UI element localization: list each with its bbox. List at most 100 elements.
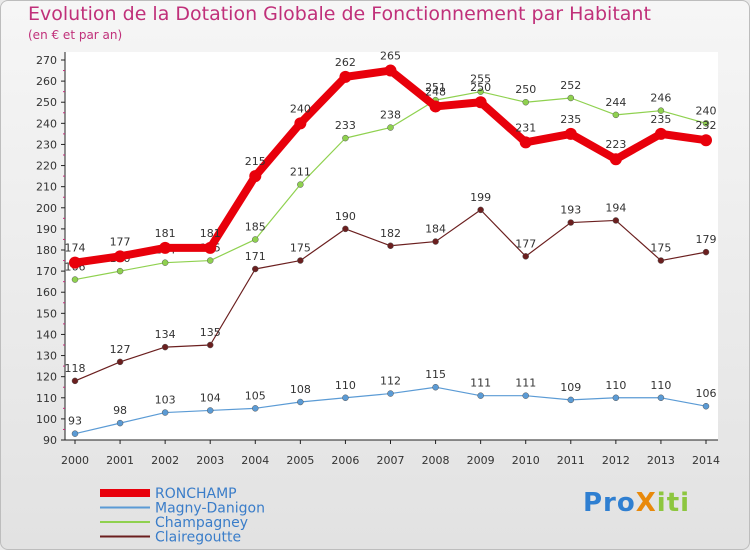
data-point xyxy=(522,253,529,260)
data-point xyxy=(114,250,127,263)
proxiti-logo: ProXiti xyxy=(583,488,691,518)
data-label: 118 xyxy=(65,362,86,375)
data-label: 98 xyxy=(113,404,127,417)
data-point xyxy=(612,394,620,402)
data-point xyxy=(204,241,217,254)
data-point xyxy=(252,236,259,243)
x-tick-label: 2011 xyxy=(557,454,585,467)
x-tick-label: 2009 xyxy=(467,454,495,467)
data-label: 265 xyxy=(380,50,401,63)
data-point xyxy=(161,343,169,351)
x-tick-label: 2014 xyxy=(692,454,720,467)
data-point xyxy=(339,70,352,83)
x-tick-label: 2003 xyxy=(196,454,224,467)
data-point xyxy=(654,127,667,140)
data-point xyxy=(387,390,394,397)
y-tick-label: 190 xyxy=(36,223,57,236)
y-tick-label: 170 xyxy=(36,265,57,278)
data-point xyxy=(297,181,304,188)
y-tick-label: 250 xyxy=(36,96,57,109)
x-tick-label: 2008 xyxy=(422,454,450,467)
data-point xyxy=(612,217,620,224)
x-tick-label: 2000 xyxy=(61,454,89,467)
legend-label: Magny-Danigon xyxy=(155,501,265,517)
data-label: 199 xyxy=(470,191,491,204)
data-point xyxy=(249,170,262,183)
data-point xyxy=(342,394,349,402)
data-point xyxy=(387,124,394,131)
data-point xyxy=(700,134,712,147)
data-label: 105 xyxy=(245,389,266,402)
y-tick-label: 210 xyxy=(36,181,57,194)
data-point xyxy=(567,219,575,226)
x-tick-label: 2002 xyxy=(151,454,179,467)
y-tick-label: 110 xyxy=(36,392,57,405)
data-point xyxy=(161,259,169,266)
y-tick-label: 120 xyxy=(36,371,57,384)
data-label: 246 xyxy=(650,92,671,105)
data-label: 112 xyxy=(380,375,401,388)
data-label: 235 xyxy=(650,113,671,126)
legend-item: Champagney xyxy=(100,515,248,531)
data-label: 248 xyxy=(425,85,446,98)
data-label: 115 xyxy=(425,368,446,381)
data-label: 110 xyxy=(335,379,356,392)
data-point xyxy=(432,238,439,245)
data-point xyxy=(702,402,710,410)
y-tick-label: 140 xyxy=(36,328,57,341)
data-label: 93 xyxy=(68,415,82,428)
legend-label: Clairegoutte xyxy=(155,530,241,546)
x-tick-label: 2007 xyxy=(377,454,405,467)
x-tick-label: 2001 xyxy=(106,454,134,467)
x-tick-label: 2005 xyxy=(286,454,314,467)
data-label: 181 xyxy=(200,227,221,240)
data-label: 185 xyxy=(245,220,266,233)
data-point xyxy=(161,409,169,416)
data-label: 235 xyxy=(560,113,581,126)
data-point xyxy=(567,94,575,102)
data-point xyxy=(252,405,259,412)
y-tick-label: 240 xyxy=(36,117,57,130)
chart-title: Evolution de la Dotation Globale de Fonc… xyxy=(28,3,651,25)
data-point xyxy=(702,248,710,256)
data-point xyxy=(522,392,529,399)
data-label: 231 xyxy=(515,121,536,134)
data-label: 238 xyxy=(380,109,401,122)
data-label: 111 xyxy=(515,377,536,390)
data-label: 255 xyxy=(470,73,491,86)
data-point xyxy=(519,136,532,149)
data-label: 240 xyxy=(290,102,311,115)
data-label: 215 xyxy=(245,155,266,168)
data-label: 135 xyxy=(200,326,221,339)
data-point xyxy=(116,267,124,275)
data-label: 193 xyxy=(560,204,581,217)
data-label: 240 xyxy=(696,104,717,117)
data-point xyxy=(384,64,397,77)
legend-item: RONCHAMP xyxy=(100,486,237,502)
data-label: 194 xyxy=(605,201,626,214)
y-tick-label: 160 xyxy=(36,286,57,299)
data-point xyxy=(432,383,439,391)
data-point xyxy=(206,341,214,349)
data-label: 262 xyxy=(335,56,356,69)
y-tick-label: 90 xyxy=(43,434,57,447)
chart-subtitle: (en € et par an) xyxy=(28,28,123,42)
data-point xyxy=(159,241,172,254)
data-label: 233 xyxy=(335,119,356,132)
y-tick-label: 200 xyxy=(36,202,57,215)
data-point xyxy=(477,88,484,95)
data-label: 106 xyxy=(696,387,717,400)
x-tick-label: 2013 xyxy=(647,454,675,467)
x-tick-label: 2004 xyxy=(241,454,269,467)
data-point xyxy=(657,107,665,114)
data-point xyxy=(294,117,307,130)
x-tick-label: 2010 xyxy=(512,454,540,467)
data-label: 179 xyxy=(696,233,717,246)
data-point xyxy=(206,257,214,264)
data-label: 181 xyxy=(155,227,176,240)
data-point xyxy=(564,127,577,140)
data-label: 110 xyxy=(650,379,671,392)
legend-label: RONCHAMP xyxy=(155,486,237,502)
data-label: 251 xyxy=(425,81,446,94)
